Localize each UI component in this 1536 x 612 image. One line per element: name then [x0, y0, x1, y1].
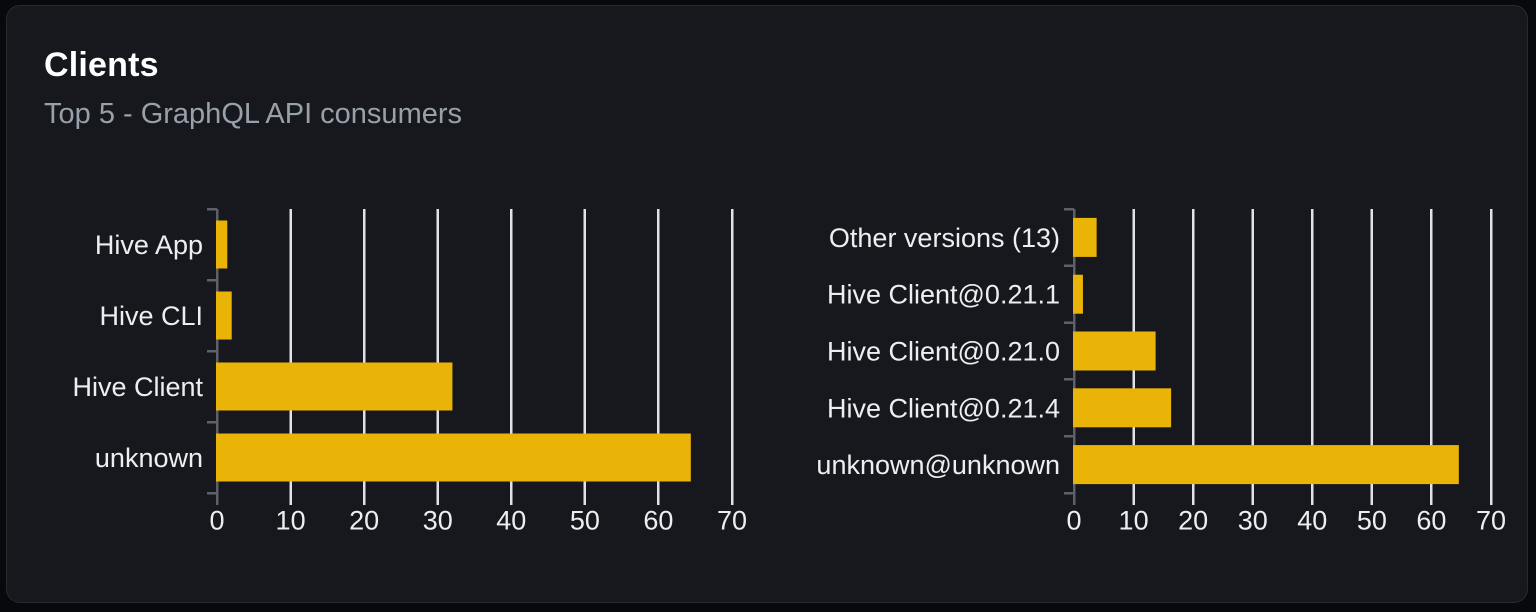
bar-hive-cli — [216, 291, 232, 340]
bar-hive-app — [216, 220, 228, 269]
x-tick-label: 60 — [643, 505, 673, 535]
clients-by-name-bar-chart: 0 10 20 30 40 50 60 70 Hive App Hive CLI Hive Clie… — [72, 207, 747, 535]
x-tick-label: 40 — [496, 505, 526, 535]
x-tick-label: 40 — [1297, 505, 1327, 535]
bar-unknown — [216, 433, 691, 482]
bar-hive-client-0-21-1 — [1073, 274, 1083, 314]
category-label-hive-client-0-21-4: Hive Client@0.21.4 — [827, 393, 1060, 423]
x-tick-label: 50 — [1357, 505, 1387, 535]
x-tick-label: 70 — [717, 505, 747, 535]
x-tick-label: 30 — [423, 505, 453, 535]
x-tick-label: 20 — [349, 505, 379, 535]
bar-other-versions-13 — [1073, 217, 1097, 257]
category-label-hive-cli: Hive CLI — [99, 301, 203, 331]
bar-hive-client-0-21-0 — [1073, 331, 1156, 371]
bar-unknown-unknown — [1073, 445, 1459, 485]
x-tick-label: 10 — [1119, 505, 1149, 535]
card-subtitle: Top 5 - GraphQL API consumers — [44, 98, 463, 130]
category-label-hive-client: Hive Client — [72, 372, 203, 402]
category-label-other-versions-13: Other versions (13) — [829, 223, 1060, 253]
x-tick-label: 70 — [1476, 505, 1506, 535]
x-tick-label: 0 — [209, 505, 224, 535]
x-tick-label: 0 — [1066, 505, 1081, 535]
category-label-hive-app: Hive App — [95, 230, 203, 260]
category-label-hive-client-0-21-0: Hive Client@0.21.0 — [827, 336, 1060, 366]
bar-hive-client-0-21-4 — [1073, 388, 1172, 428]
clients-card: Clients Top 5 - GraphQL API consumers 0 1… — [6, 5, 1528, 603]
x-tick-label: 30 — [1238, 505, 1268, 535]
card-title: Clients — [44, 46, 159, 84]
clients-by-version-bar-chart: 0 10 20 30 40 50 60 70 Other versions (13) Hive C… — [816, 207, 1506, 535]
category-label-hive-client-0-21-1: Hive Client@0.21.1 — [827, 280, 1060, 310]
category-label-unknown-unknown: unknown@unknown — [816, 450, 1060, 480]
x-tick-label: 10 — [276, 505, 306, 535]
bar-hive-client — [216, 362, 453, 411]
x-tick-label: 60 — [1416, 505, 1446, 535]
x-tick-label: 50 — [570, 505, 600, 535]
x-tick-label: 20 — [1178, 505, 1208, 535]
category-label-unknown: unknown — [95, 443, 203, 473]
